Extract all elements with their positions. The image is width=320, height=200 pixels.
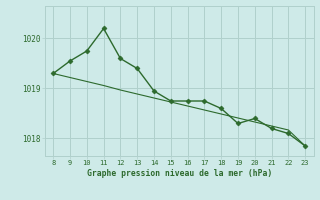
X-axis label: Graphe pression niveau de la mer (hPa): Graphe pression niveau de la mer (hPa): [87, 169, 272, 178]
